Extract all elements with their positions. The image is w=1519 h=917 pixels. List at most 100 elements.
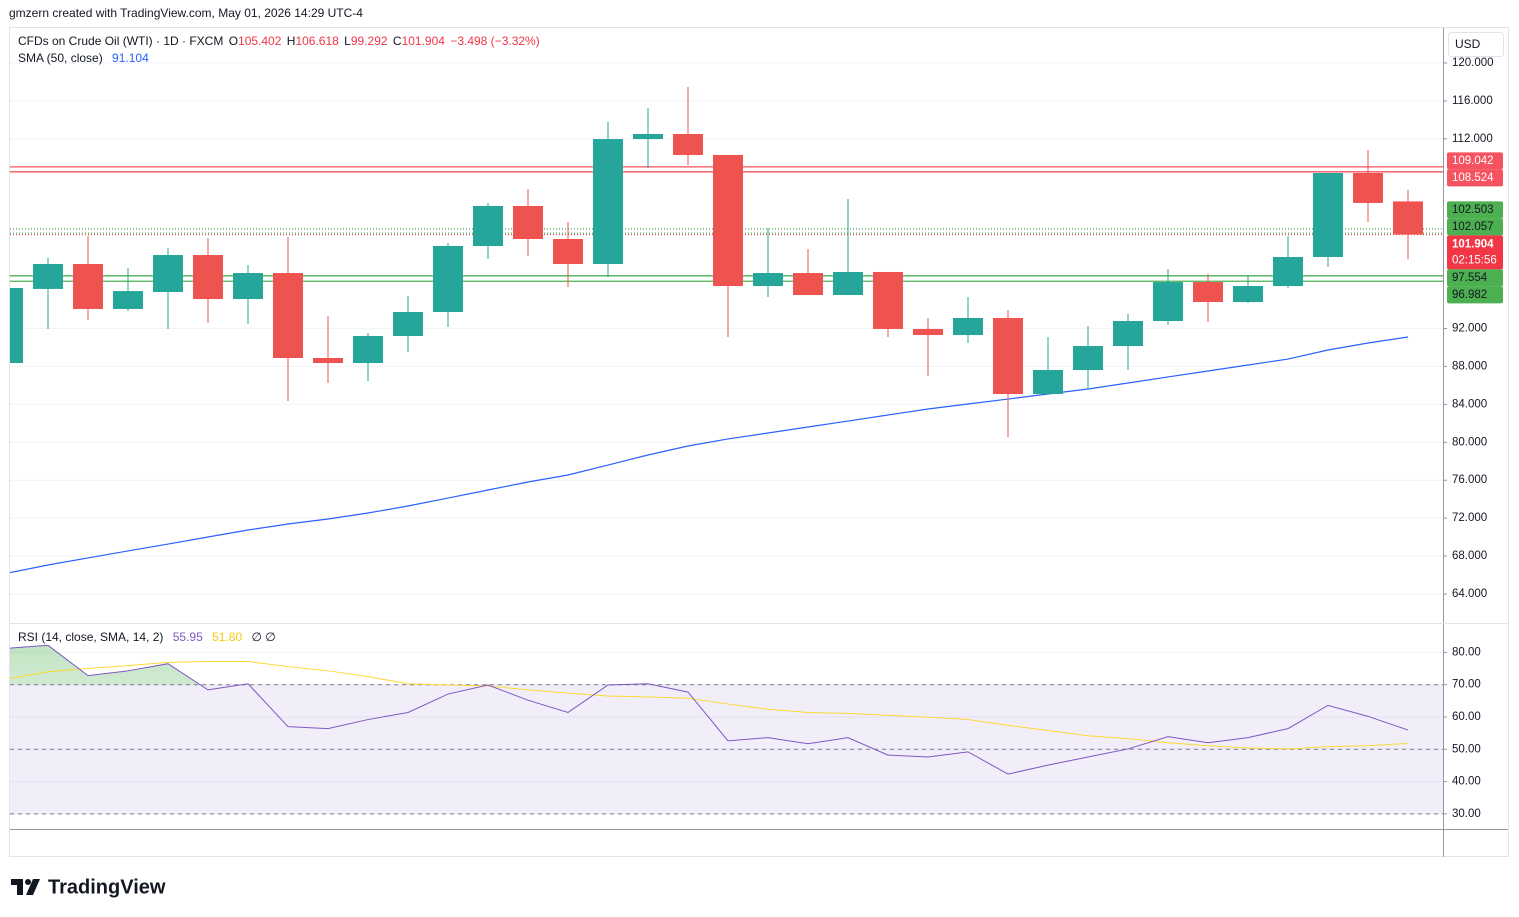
candle-body	[1153, 282, 1183, 322]
candle-body	[193, 255, 223, 300]
candle-body	[313, 357, 343, 364]
rsi-legend: RSI (14, close, SMA, 14, 2) 55.95 51.80 …	[18, 630, 276, 644]
attribution: gmzern created with TradingView.com, May…	[9, 6, 363, 20]
logo-mark	[26, 879, 40, 895]
candle-body	[353, 335, 383, 364]
price-label: 96.982	[1452, 289, 1487, 301]
y-tick-label: 72.000	[1452, 512, 1487, 524]
candle-body	[1033, 370, 1063, 395]
candle-body	[673, 134, 703, 155]
y-tick-label: 70.00	[1452, 679, 1481, 691]
currency-box[interactable]	[1448, 32, 1504, 57]
brand-logo	[11, 879, 40, 895]
candle-body	[1353, 172, 1383, 203]
candle-body	[1313, 172, 1343, 258]
price-label: 97.554	[1452, 272, 1488, 284]
sma-line	[10, 336, 1409, 574]
sma-label: SMA (50, close)	[18, 51, 103, 65]
candle-body	[113, 291, 143, 309]
logo-dot	[25, 879, 31, 885]
candle-body	[993, 317, 1023, 395]
price-label: 109.042	[1452, 155, 1494, 167]
price-label: 102.057	[1452, 221, 1494, 233]
candle-body	[1393, 201, 1423, 235]
legend-value: 101.904	[402, 34, 446, 48]
legend-symbol: CFDs on Crude Oil (WTI) · 1D · FXCM	[18, 34, 223, 48]
y-tick-label: 92.000	[1452, 323, 1487, 335]
rsi-label: RSI (14, close, SMA, 14, 2)	[18, 630, 163, 644]
rsi-sma-line	[10, 660, 1409, 750]
sma-legend: SMA (50, close) 91.104	[18, 51, 149, 65]
candle-body	[473, 205, 503, 247]
y-tick-label: 30.00	[1452, 808, 1481, 820]
legend-value: 99.292	[351, 34, 388, 48]
candle-body	[953, 317, 983, 336]
sma-value: 91.104	[112, 51, 149, 65]
price-label: 102.503	[1452, 204, 1494, 216]
y-tick-label: 40.00	[1452, 776, 1481, 788]
candle-body	[33, 264, 63, 289]
main-pane	[10, 86, 1443, 574]
candle-body	[1233, 286, 1263, 303]
price-axis: 120.000 116.000 112.000 92.000 88.000 84.000 8…	[1443, 57, 1503, 820]
candle-body	[873, 271, 903, 329]
logo-mark	[11, 879, 23, 895]
rsi-extra: ∅ ∅	[251, 630, 275, 644]
legend-key: L	[344, 34, 351, 48]
candle-body	[1113, 321, 1143, 347]
candle-body	[1193, 282, 1223, 303]
candle-body	[73, 264, 103, 309]
candle-body	[833, 271, 863, 296]
candle-body	[513, 205, 543, 239]
candle-body	[633, 134, 663, 140]
currency[interactable]: USD	[1455, 37, 1481, 51]
countdown-label: 02:15:56	[1452, 254, 1497, 266]
candle-body	[433, 246, 463, 313]
price-label-box	[1447, 169, 1503, 187]
rsi-sma-value: 51.80	[212, 630, 242, 644]
y-tick-label: 50.00	[1452, 743, 1481, 755]
legend-change: −3.498 (−3.32%)	[450, 34, 539, 48]
overbought-fill	[10, 645, 653, 685]
legend: CFDs on Crude Oil (WTI) · 1D · FXCM O105…	[18, 34, 540, 48]
y-tick-label: 84.000	[1452, 398, 1487, 410]
candle-body	[153, 255, 183, 292]
candle-body	[1273, 257, 1303, 287]
y-tick-label: 116.000	[1452, 95, 1493, 107]
y-tick-label: 80.000	[1452, 436, 1487, 448]
rsi-line	[10, 644, 1409, 775]
rsi-value: 55.95	[173, 630, 203, 644]
y-tick-label: 88.000	[1452, 360, 1487, 372]
y-tick-label: 120.000	[1452, 57, 1494, 69]
y-tick-label: 60.00	[1452, 711, 1481, 723]
candle-body	[10, 288, 23, 364]
candle-body	[593, 139, 623, 265]
y-tick-label: 80.00	[1452, 646, 1481, 658]
candle-body	[393, 312, 423, 336]
candle-body	[273, 273, 303, 358]
candle-body	[913, 328, 943, 336]
frame	[9, 27, 1509, 857]
y-tick-label: 68.000	[1452, 550, 1487, 562]
legend-key: H	[287, 34, 296, 48]
y-tick-label: 112.000	[1452, 133, 1493, 145]
brand: TradingView	[48, 876, 166, 898]
candle-body	[233, 273, 263, 300]
candle-body	[1073, 346, 1103, 371]
price-label: 108.524	[1452, 172, 1494, 184]
candle-body	[713, 154, 743, 287]
rsi-pane	[10, 644, 1443, 815]
legend-key: C	[393, 34, 402, 48]
candle-body	[553, 238, 583, 265]
legend-value: 106.618	[295, 34, 339, 48]
y-tick-label: 64.000	[1452, 588, 1487, 600]
price-label-box	[1447, 152, 1503, 170]
price-label-box	[1447, 269, 1503, 287]
price-label-box	[1447, 201, 1503, 219]
price-label-box	[1447, 235, 1503, 270]
candle-body	[793, 273, 823, 296]
y-tick-label: 76.000	[1452, 474, 1487, 486]
legend-value: 105.402	[238, 34, 282, 48]
